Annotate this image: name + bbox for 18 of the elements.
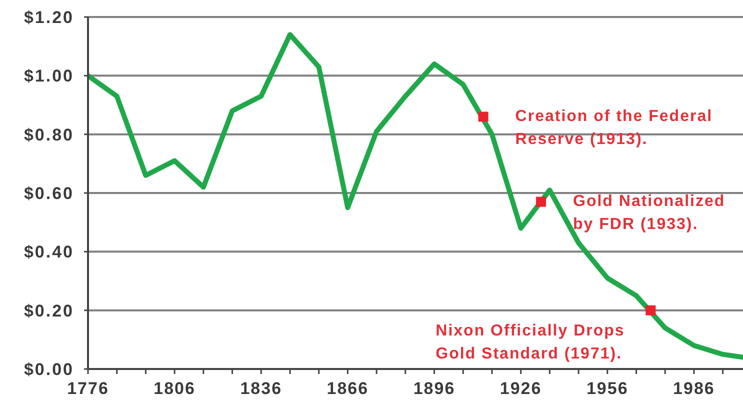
y-tick-label: $1.00 — [24, 66, 74, 86]
x-tick-label: 1806 — [154, 379, 196, 398]
y-tick-label: $1.20 — [24, 8, 74, 28]
annotation: Gold Nationalized by FDR (1933). — [573, 193, 726, 234]
x-tick-label: 1956 — [586, 379, 628, 398]
y-tick-label: $0.20 — [24, 301, 74, 320]
y-tick-label: $0.60 — [24, 184, 74, 204]
y-tick-label: $0.40 — [24, 242, 74, 262]
annotation: Creation of the Federal Reserve (1913). — [515, 108, 713, 148]
x-tick-label: 1866 — [326, 379, 369, 398]
x-tick-label: 1926 — [500, 379, 542, 398]
x-tick-label: 1836 — [240, 379, 282, 398]
x-tick-label: 1986 — [673, 379, 715, 398]
annotation: Nixon Officially Drops Gold Standard (1971). — [436, 322, 625, 363]
x-tick-label: 1776 — [67, 379, 109, 398]
x-tick-label: 1896 — [413, 379, 456, 398]
y-tick-label: $0.80 — [24, 125, 74, 144]
y-tick-label: $0.00 — [24, 360, 74, 380]
